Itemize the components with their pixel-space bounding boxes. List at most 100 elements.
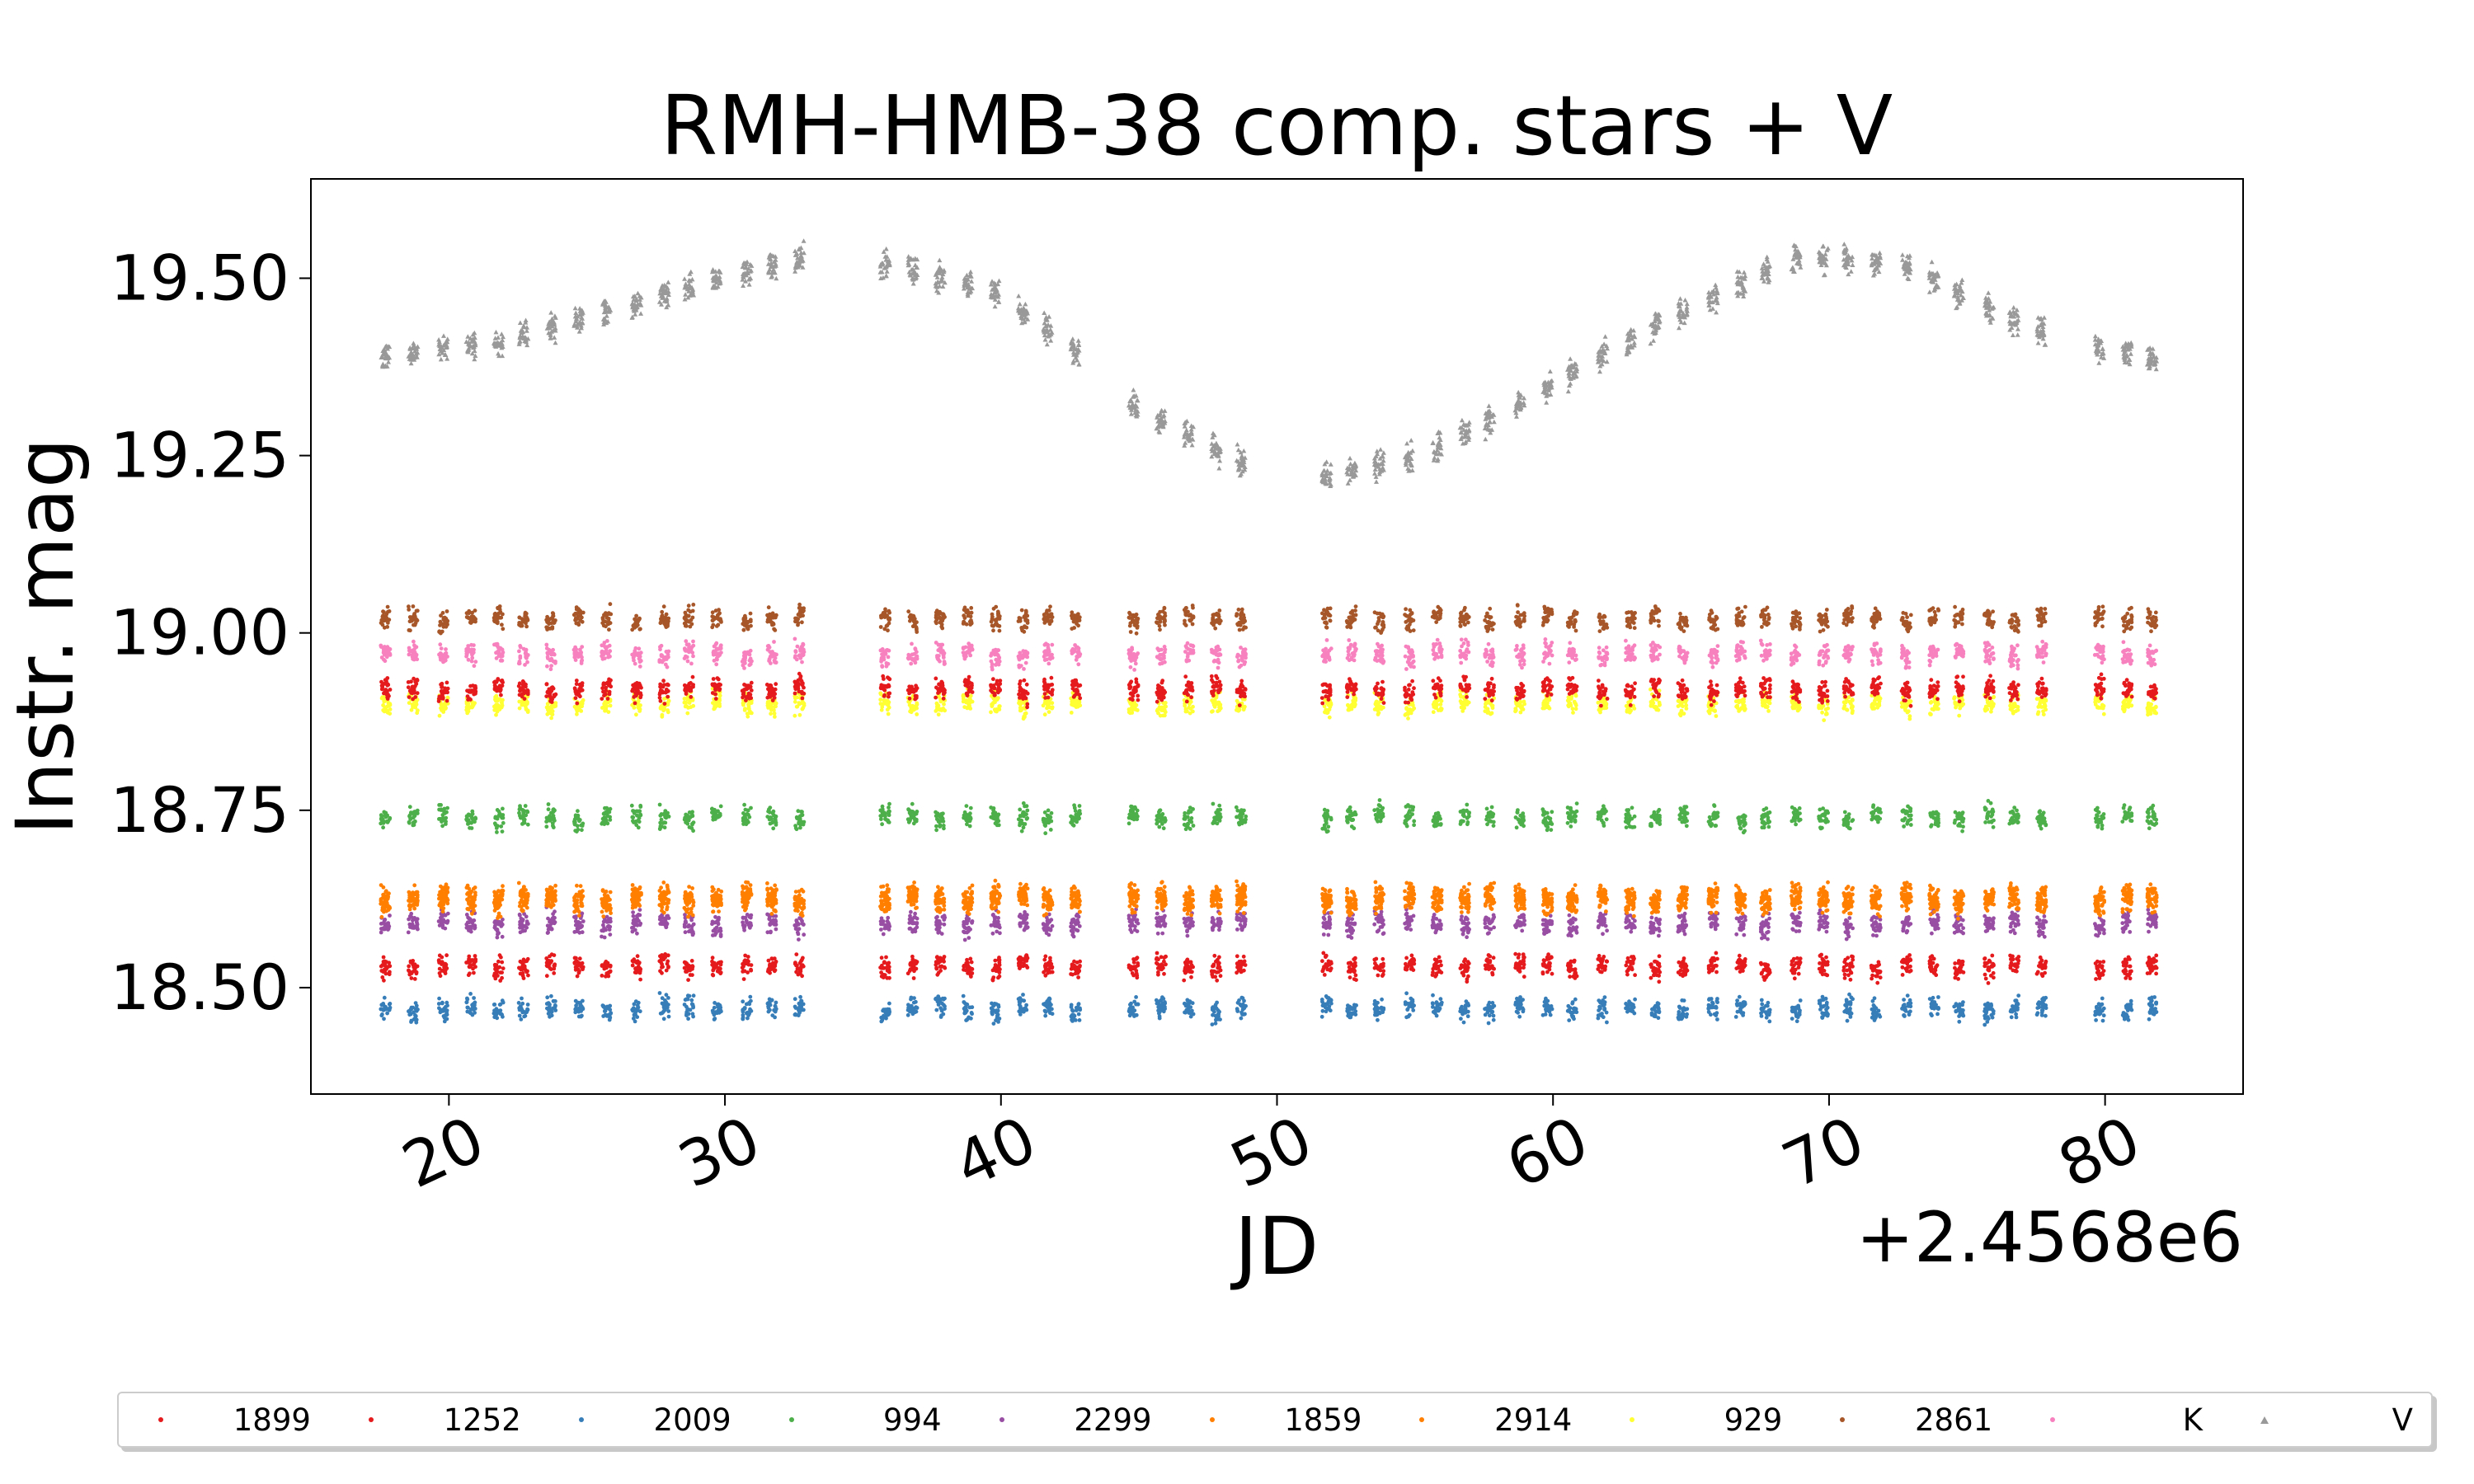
data-point — [1189, 974, 1193, 979]
data-point — [934, 915, 938, 920]
data-point — [1183, 1010, 1188, 1015]
data-point — [2147, 911, 2151, 916]
data-point — [1069, 928, 1074, 933]
data-point — [1235, 1000, 1240, 1005]
data-point — [1214, 1017, 1218, 1022]
data-point — [690, 973, 694, 977]
data-point — [407, 964, 412, 969]
data-point — [1905, 993, 1910, 998]
data-point — [765, 912, 769, 917]
data-point — [1902, 998, 1907, 1002]
data-point — [633, 918, 638, 923]
data-point — [1794, 1019, 1799, 1024]
data-point — [1380, 956, 1385, 961]
data-point — [2123, 967, 2128, 972]
data-point — [1460, 914, 1464, 919]
data-point — [1210, 890, 1215, 895]
data-point — [1845, 1018, 1850, 1023]
data-point — [1379, 909, 1384, 914]
data-point — [1874, 969, 1879, 973]
data-point — [1218, 1017, 1222, 1021]
data-point — [2147, 929, 2151, 934]
data-point — [1352, 960, 1357, 965]
data-point — [1741, 923, 1746, 928]
data-point — [1238, 965, 1242, 970]
data-point — [440, 1009, 444, 1013]
data-point — [1649, 923, 1653, 928]
data-point — [1321, 932, 1326, 937]
data-point — [1841, 965, 1846, 970]
data-point — [743, 885, 748, 890]
data-point — [1025, 913, 1029, 918]
data-point — [1235, 954, 1239, 959]
data-point — [1987, 968, 1992, 973]
data-point — [468, 963, 473, 968]
data-point — [967, 936, 971, 940]
data-point — [445, 918, 450, 923]
data-point — [2147, 964, 2152, 969]
data-point — [525, 1003, 530, 1007]
data-point — [1844, 999, 1849, 1004]
data-point — [1630, 922, 1634, 927]
data-point — [1574, 974, 1579, 979]
data-point — [1678, 968, 1683, 973]
data-point — [1847, 916, 1852, 920]
data-point — [1961, 1008, 1965, 1012]
data-point — [1321, 951, 1326, 956]
data-point — [1131, 1008, 1136, 1012]
data-point — [1159, 881, 1164, 885]
data-point — [1483, 925, 1488, 930]
data-point — [1900, 973, 1905, 977]
data-point — [635, 931, 639, 936]
data-point — [886, 1012, 891, 1017]
data-point — [2013, 998, 2018, 1003]
data-point — [473, 926, 477, 931]
data-point — [1348, 975, 1352, 979]
data-point — [1875, 980, 1880, 985]
data-point — [1348, 929, 1353, 934]
data-point — [1235, 883, 1239, 888]
data-point — [2014, 1003, 2019, 1008]
data-point — [1211, 926, 1215, 930]
data-point — [1545, 1006, 1550, 1011]
data-point — [1047, 996, 1051, 1001]
data-point — [1988, 974, 1993, 978]
data-point — [580, 1013, 584, 1018]
data-point — [1131, 965, 1136, 969]
data-point — [1431, 970, 1435, 974]
data-point — [741, 1007, 745, 1012]
data-point — [580, 923, 584, 928]
data-point — [1957, 1019, 1962, 1024]
data-point — [581, 919, 586, 923]
data-point — [1842, 976, 1847, 980]
data-point — [1518, 962, 1523, 966]
data-point — [380, 1012, 384, 1017]
data-point — [1188, 1014, 1193, 1019]
data-point — [632, 1002, 637, 1007]
data-point — [608, 890, 613, 895]
data-point — [689, 998, 694, 1003]
data-point — [914, 889, 919, 894]
data-point — [605, 1006, 610, 1011]
data-point — [1432, 962, 1437, 967]
data-point — [793, 1012, 797, 1017]
data-point — [2150, 1003, 2155, 1007]
data-point — [444, 1011, 449, 1015]
data-point — [1020, 998, 1025, 1003]
data-point — [466, 890, 471, 895]
data-point — [1023, 921, 1028, 926]
data-point — [1483, 1007, 1487, 1012]
data-point — [1155, 966, 1160, 970]
data-point — [1679, 960, 1684, 965]
data-point — [1155, 911, 1159, 916]
data-point — [682, 924, 687, 929]
data-point — [1762, 978, 1767, 982]
data-point — [601, 928, 606, 933]
data-point — [969, 960, 974, 965]
data-point — [466, 973, 471, 978]
data-point — [464, 913, 469, 917]
data-point — [913, 927, 918, 932]
data-point — [1216, 963, 1221, 967]
data-point — [606, 924, 611, 928]
data-point — [1544, 1002, 1549, 1007]
